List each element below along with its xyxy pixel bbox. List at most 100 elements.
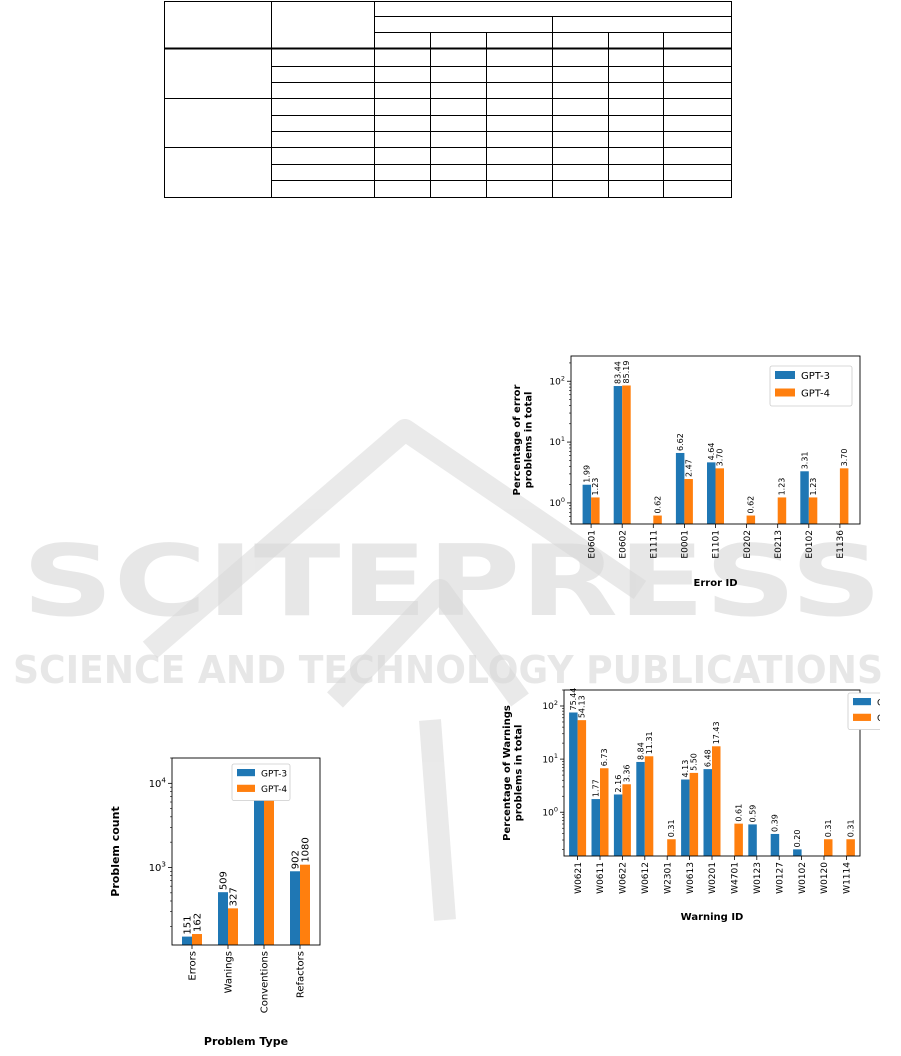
y-tick-exponent: 3 [161, 860, 166, 869]
x-axis-label: Error ID [694, 578, 738, 589]
bar-value-label: 162 [193, 913, 204, 932]
legend-swatch-gpt-3 [853, 698, 871, 706]
bar-value-label: 2.16 [614, 775, 623, 793]
bar-gpt-3-w0622 [613, 794, 623, 856]
legend: GPT-3 GPT-4 [847, 692, 880, 730]
bar-value-label: 0.31 [667, 819, 676, 837]
x-tick-label: Errors [188, 951, 199, 981]
x-tick-label: W0612 [641, 862, 651, 894]
bar-gpt-3-w0611 [591, 799, 600, 856]
legend-label-gpt-3: GPT-3 [801, 371, 830, 382]
bar-gpt-4-e0202 [746, 515, 756, 524]
bar-gpt-4-wanings [228, 908, 238, 945]
x-tick-label: W0611 [596, 862, 606, 894]
bar-gpt-4-w4701 [734, 823, 743, 856]
x-tick-label: W1114 [843, 862, 853, 894]
legend-label-gpt-3: GPT-3 [877, 698, 880, 708]
y-tick-exponent: 1 [561, 435, 565, 443]
bar-value-label: 5.50 [690, 753, 699, 771]
y-tick-base: 10 [542, 808, 554, 818]
bar-gpt-3-e0001 [675, 452, 685, 524]
bar-value-label: 3.70 [716, 449, 725, 467]
legend-swatch-gpt-4 [237, 784, 255, 792]
y-axis-label: Percentage of Warningsproblems in total [502, 705, 525, 841]
problem-type-chart: 103104151162Errors509327Wanings74307097C… [109, 757, 321, 1048]
bar-gpt-4-e0001 [684, 479, 693, 524]
bar-value-label: 0.59 [748, 805, 757, 823]
bar-gpt-4-e1111 [653, 515, 662, 524]
bar-gpt-4-w2301 [667, 839, 676, 856]
bar-gpt-4-e0213 [777, 497, 787, 524]
bar-gpt-4-e0602 [622, 385, 631, 524]
bar-gpt-3-e1101 [707, 462, 716, 524]
bar-gpt-4-w1114 [846, 839, 855, 856]
bar-gpt-4-e0102 [808, 497, 818, 524]
bar-value-label: 4.13 [681, 760, 690, 778]
y-axis-label-line: problems in total [514, 725, 525, 822]
bar-gpt-4-conventions [264, 795, 274, 945]
y-tick-base: 10 [549, 499, 561, 509]
bar-gpt-3-w0201 [703, 769, 712, 856]
bar-gpt-4-refactors [300, 864, 310, 945]
legend-swatch-gpt-3 [237, 769, 255, 777]
bar-value-label: 0.31 [846, 819, 855, 837]
bar-gpt-4-w0120 [824, 839, 833, 856]
legend-label-gpt-4: GPT-4 [801, 389, 830, 400]
y-tick-label: 102 [542, 699, 558, 712]
plot-frame [171, 757, 321, 946]
x-tick-label: W0120 [820, 862, 830, 894]
y-tick-label: 102 [549, 374, 565, 387]
bar-gpt-4-w0201 [712, 746, 721, 856]
y-axis-label: Percentage of errorproblems in total [512, 384, 535, 495]
x-tick-label: W0621 [574, 862, 584, 894]
bar-gpt-4-w0622 [622, 784, 631, 856]
x-tick-label: W0201 [708, 862, 718, 894]
bar-value-label: 327 [229, 887, 240, 906]
watermark-line1: SCITEPRESS [22, 525, 882, 639]
bar-value-label: 83.44 [614, 361, 623, 384]
x-tick-label: W0127 [775, 862, 785, 894]
bar-value-label: 3.70 [840, 449, 849, 467]
bar-value-label: 6.73 [600, 748, 609, 766]
x-tick-label: E0102 [805, 530, 815, 559]
bar-value-label: 54.13 [578, 695, 587, 718]
plot-frame [570, 355, 861, 525]
bar-gpt-4-w0621 [577, 720, 587, 856]
bar-value-label: 75.44 [569, 688, 578, 711]
bar-gpt-3-w0102 [793, 849, 802, 856]
x-tick-label: Refactors [296, 951, 307, 998]
y-tick-label: 100 [549, 496, 565, 509]
bar-value-label: 0.39 [771, 814, 780, 832]
bar-gpt-4-errors [192, 934, 202, 945]
y-tick-base: 10 [549, 377, 561, 387]
empty-table-grid [164, 1, 732, 198]
legend: GPT-3 GPT-4 [231, 763, 291, 801]
bar-value-label: 509 [219, 871, 230, 890]
bar-value-label: 3.31 [800, 451, 809, 469]
y-tick-base: 10 [549, 438, 561, 448]
bar-gpt-3-e0602 [613, 386, 623, 524]
bar-value-label: 8.84 [636, 742, 645, 760]
bar-value-label: 4.64 [707, 443, 716, 461]
x-tick-label: E0001 [681, 530, 691, 559]
y-axis-label-line: Percentage of Warnings [502, 705, 513, 841]
y-axis-label: Problem count [109, 806, 122, 896]
bar-value-label: 11.31 [645, 731, 654, 754]
y-tick-base: 10 [542, 755, 554, 765]
legend-label-gpt-4: GPT-4 [877, 714, 880, 724]
bar-value-label: 1.99 [583, 465, 592, 483]
legend-swatch-gpt-4 [853, 713, 871, 721]
bar-gpt-4-e1136 [839, 468, 849, 524]
bar-value-label: 17.43 [712, 721, 721, 744]
plot-frame [563, 689, 861, 857]
x-tick-label: W0622 [619, 862, 629, 894]
x-tick-label: E1101 [712, 530, 722, 559]
x-tick-label: W4701 [731, 862, 741, 894]
y-tick-exponent: 0 [554, 805, 558, 813]
legend-swatch-gpt-4 [775, 388, 795, 397]
bar-gpt-3-w0127 [770, 833, 780, 856]
bar-gpt-4-e0601 [591, 497, 600, 524]
bar-gpt-3-w0123 [748, 824, 757, 856]
bar-value-label: 2.47 [684, 459, 693, 477]
